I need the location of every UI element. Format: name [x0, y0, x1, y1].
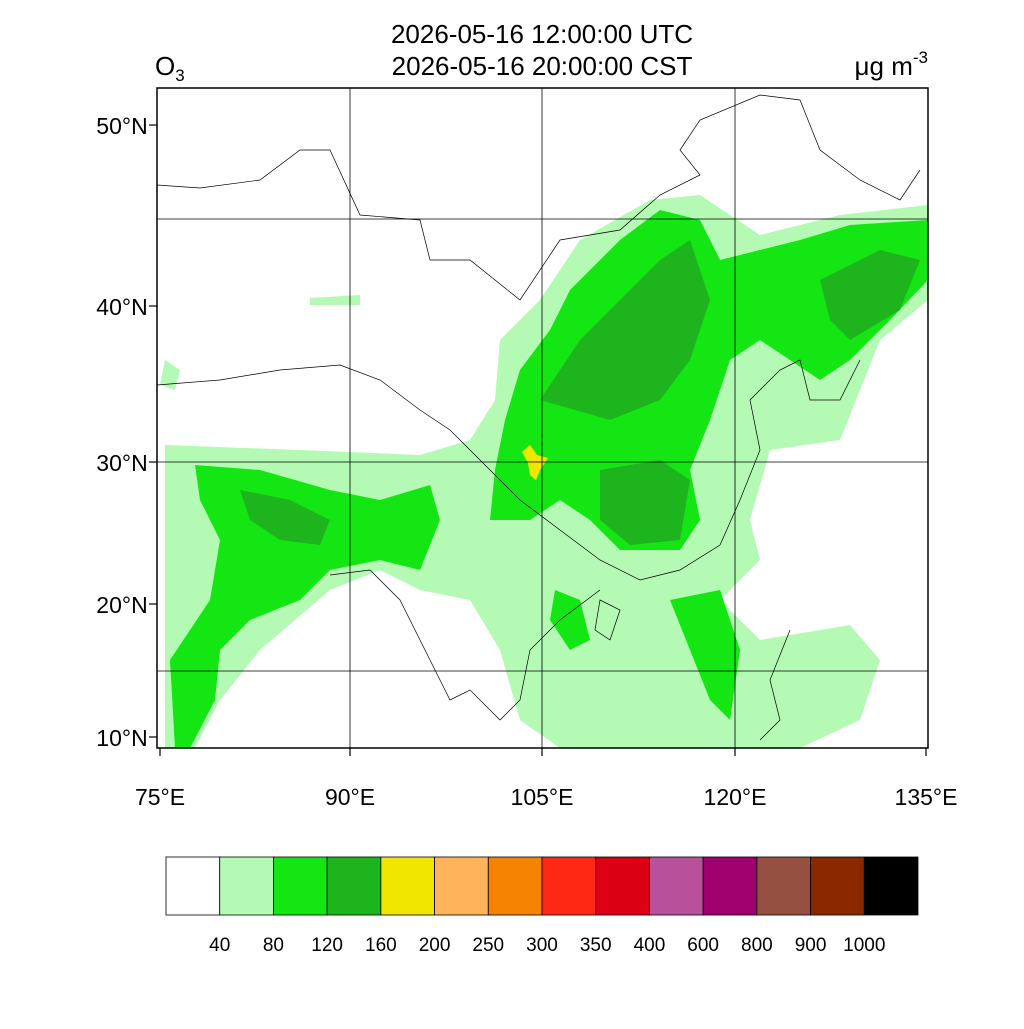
- map-axes: 50°N 40°N 30°N 20°N 10°N 75°E 90°E 105°E 120°E 13…: [96, 113, 957, 810]
- colorbar-box: [810, 856, 865, 916]
- lon-label: 135°E: [895, 784, 958, 810]
- map-field: [157, 88, 928, 748]
- lat-label: 40°N: [96, 294, 147, 320]
- colorbar-box: [487, 856, 543, 916]
- colorbar-label: 80: [263, 935, 284, 956]
- colorbar-label: 40: [209, 935, 230, 956]
- ozone-area: [160, 295, 360, 390]
- units-superscript: -3: [913, 48, 928, 67]
- colorbar-box: [541, 856, 597, 916]
- colorbar-box: [434, 856, 489, 916]
- colorbar-box: [273, 856, 328, 916]
- colorbar-box: [595, 856, 650, 916]
- colorbar-label: 300: [526, 935, 558, 956]
- colorbar: 40 80 120 160 200 250 300 350 400 600 800 900 1000: [165, 856, 919, 956]
- colorbar-label: 400: [634, 935, 666, 956]
- graticule: [157, 88, 928, 748]
- units-label: μg m-3: [855, 48, 928, 81]
- title-line-1: 2026-05-16 12:00:00 UTC: [391, 19, 693, 49]
- colorbar-box: [380, 856, 435, 916]
- colorbar-box: [756, 856, 811, 916]
- colorbar-box: [702, 856, 758, 916]
- colorbar-box: [165, 856, 221, 916]
- lon-label: 105°E: [511, 784, 574, 810]
- colorbar-label: 600: [687, 935, 719, 956]
- ozone-peak: [522, 445, 548, 480]
- colorbar-label: 350: [580, 935, 612, 956]
- colorbar-label: 120: [311, 935, 343, 956]
- variable: O: [155, 51, 175, 81]
- lon-label: 75°E: [135, 784, 185, 810]
- colorbar-box: [326, 856, 382, 916]
- variable-label: O3: [155, 51, 185, 85]
- lon-label: 120°E: [704, 784, 767, 810]
- lat-label: 30°N: [96, 450, 147, 476]
- colorbar-box: [649, 856, 704, 916]
- lon-label: 90°E: [325, 784, 375, 810]
- ozone-area: [490, 210, 928, 550]
- colorbar-label: 160: [365, 935, 397, 956]
- colorbar-box: [219, 856, 274, 916]
- lat-label: 10°N: [96, 725, 147, 751]
- lat-label: 20°N: [96, 592, 147, 618]
- colorbar-label: 250: [472, 935, 504, 956]
- colorbar-label: 800: [741, 935, 773, 956]
- colorbar-label: 1000: [843, 935, 885, 956]
- colorbar-label: 200: [419, 935, 451, 956]
- lat-label: 50°N: [96, 113, 147, 139]
- variable-subscript: 3: [175, 66, 184, 85]
- colorbar-box: [863, 856, 919, 916]
- units: μg m: [855, 51, 913, 81]
- ozone-area: [550, 590, 740, 720]
- ozone-area: [170, 465, 440, 748]
- boundaries: [157, 94, 921, 741]
- title-line-2: 2026-05-16 20:00:00 CST: [392, 51, 693, 81]
- colorbar-label: 900: [795, 935, 827, 956]
- ozone-area: [240, 240, 920, 545]
